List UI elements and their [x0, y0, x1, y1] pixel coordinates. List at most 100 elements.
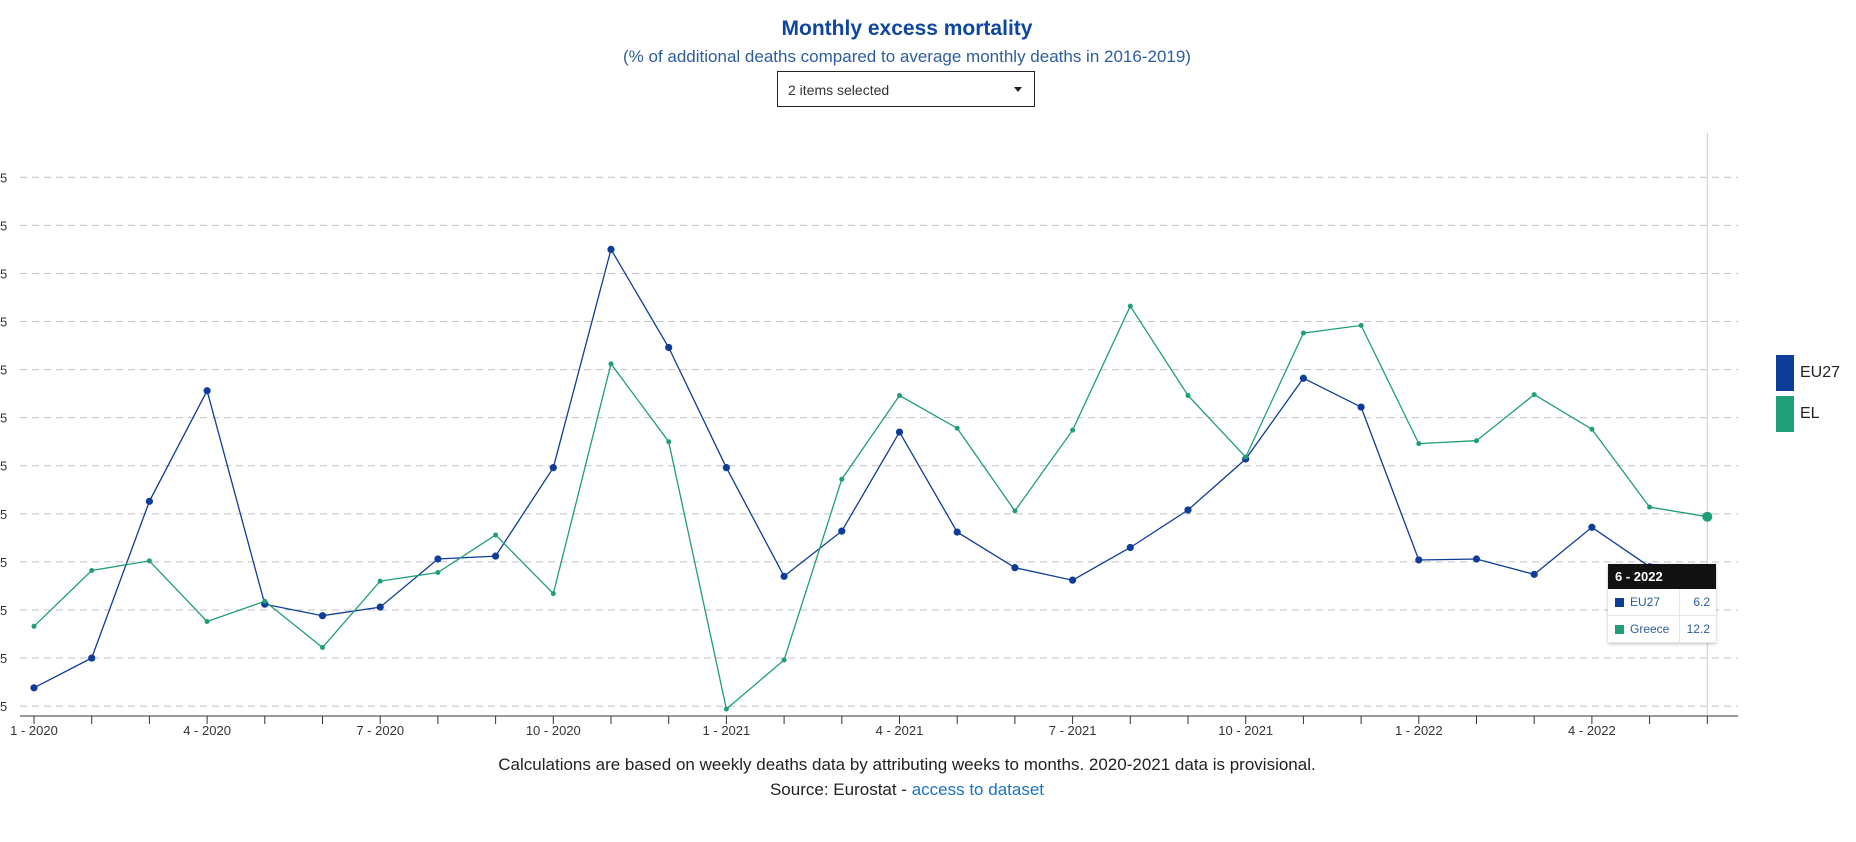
- gridlines: [20, 133, 1738, 716]
- data-point-eu27: [665, 343, 673, 352]
- x-tick-label: 4 - 2022: [1568, 723, 1616, 738]
- data-point-eu27: [1184, 506, 1192, 514]
- data-point-el: [839, 476, 845, 482]
- selector-value: 2 items selected: [788, 82, 890, 98]
- series-line-eu27: [33, 247, 1708, 689]
- data-point-eu27: [492, 552, 500, 560]
- data-point-el: [320, 644, 325, 650]
- series-selector-dropdown[interactable]: 2 items selected: [777, 71, 1035, 107]
- x-tick-label: 7 - 2021: [1049, 723, 1097, 738]
- data-point-eu27: [1299, 374, 1307, 382]
- data-point-el: [31, 623, 37, 629]
- y-tick-label: 5: [0, 218, 7, 233]
- data-point-eu27: [1069, 576, 1077, 584]
- data-point-eu27: [145, 497, 153, 505]
- data-point-el: [897, 393, 902, 399]
- chart-title: Monthly excess mortality: [781, 17, 1033, 40]
- tooltip-value: 6.2: [1693, 595, 1710, 609]
- tooltip-row-eu27: EU27 6.2: [1608, 589, 1716, 616]
- data-point-el: [1243, 454, 1249, 460]
- x-tick-label: 10 - 2021: [1218, 723, 1273, 738]
- y-axis-ticks: 5 5 5 5 5 5 5 5 5 5 5 5: [0, 170, 7, 714]
- tooltip-series-name: EU27: [1630, 595, 1661, 609]
- tooltip-series-name: Greece: [1630, 622, 1670, 636]
- data-point-el: [89, 568, 95, 574]
- data-point-el: [1127, 303, 1133, 309]
- data-point-eu27: [607, 245, 615, 253]
- data-point-eu27: [1472, 555, 1481, 563]
- data-point-eu27: [1357, 403, 1365, 411]
- tooltip-divider: [1679, 616, 1680, 642]
- data-point-eu27: [88, 654, 96, 662]
- data-point-eu27: [895, 428, 904, 436]
- data-point-el: [723, 706, 729, 712]
- tooltip-swatch-eu27: [1615, 598, 1624, 607]
- y-tick-label: 5: [0, 699, 7, 714]
- data-point-el: [1589, 426, 1595, 432]
- data-point-el: [608, 361, 614, 367]
- data-point-eu27: [1415, 556, 1423, 564]
- data-tooltip: 6 - 2022 EU27 6.2 Greece 12.2: [1608, 564, 1716, 643]
- data-point-eu27: [1588, 523, 1596, 531]
- y-tick-label: 5: [0, 266, 7, 281]
- data-point-el: [666, 439, 672, 445]
- x-tick-label: 4 - 2020: [183, 723, 231, 738]
- data-point-el: [262, 598, 268, 604]
- tooltip-value: 12.2: [1686, 622, 1710, 636]
- data-point-eu27: [1011, 564, 1019, 572]
- chevron-down-icon: [1014, 87, 1022, 92]
- tooltip-divider: [1679, 589, 1680, 615]
- x-tick-label: 1 - 2022: [1395, 723, 1443, 738]
- x-tick-label: 7 - 2020: [356, 723, 404, 738]
- data-point-el: [781, 657, 787, 663]
- data-point-el: [1185, 393, 1191, 399]
- y-tick-label: 5: [0, 651, 7, 666]
- x-tick-label: 1 - 2020: [10, 723, 58, 738]
- data-point-el: [435, 569, 441, 575]
- data-point-eu27: [434, 555, 442, 563]
- data-point-el: [493, 532, 499, 538]
- legend-swatch-eu27: [1776, 355, 1794, 391]
- data-point-el: [377, 578, 383, 584]
- data-point-el: [954, 425, 960, 431]
- legend-swatch-el: [1776, 396, 1794, 432]
- data-point-eu27: [549, 464, 557, 472]
- y-tick-label: 5: [0, 459, 7, 474]
- data-point-el: [204, 619, 210, 625]
- data-point-el: [1702, 511, 1713, 522]
- data-point-eu27: [376, 603, 384, 611]
- data-point-el: [1647, 504, 1653, 510]
- data-point-eu27: [722, 464, 731, 472]
- data-point-el: [550, 591, 556, 597]
- data-point-el: [1531, 392, 1537, 398]
- x-tick-label: 4 - 2021: [876, 723, 924, 738]
- series-line-el: [33, 304, 1708, 711]
- data-point-el: [1070, 427, 1076, 433]
- data-point-eu27: [1126, 543, 1134, 552]
- tooltip-swatch-greece: [1615, 625, 1624, 634]
- y-tick-label: 5: [0, 603, 7, 618]
- footnote: Calculations are based on weekly deaths …: [498, 755, 1316, 774]
- data-point-eu27: [30, 684, 38, 692]
- x-tick-label: 1 - 2021: [703, 723, 751, 738]
- data-point-eu27: [953, 528, 961, 536]
- source-prefix: Source: Eurostat -: [769, 780, 912, 799]
- dataset-link[interactable]: access to dataset: [911, 780, 1045, 799]
- y-tick-label: 5: [0, 507, 7, 522]
- data-point-el: [1300, 330, 1306, 336]
- legend-label-eu27: EU27: [1800, 364, 1841, 381]
- series-points: [30, 245, 1713, 712]
- y-tick-label: 5: [0, 363, 7, 378]
- y-tick-label: 5: [0, 555, 7, 570]
- data-point-eu27: [203, 387, 211, 395]
- y-tick-label: 5: [0, 315, 7, 330]
- y-tick-label: 5: [0, 411, 7, 426]
- chart-subtitle: (% of additional deaths compared to aver…: [623, 47, 1191, 66]
- data-point-el: [1358, 322, 1364, 328]
- data-point-eu27: [1530, 570, 1538, 578]
- tooltip-header: 6 - 2022: [1608, 564, 1716, 589]
- x-tick-label: 10 - 2020: [526, 723, 581, 738]
- data-point-eu27: [318, 612, 327, 620]
- data-point-el: [1474, 438, 1479, 444]
